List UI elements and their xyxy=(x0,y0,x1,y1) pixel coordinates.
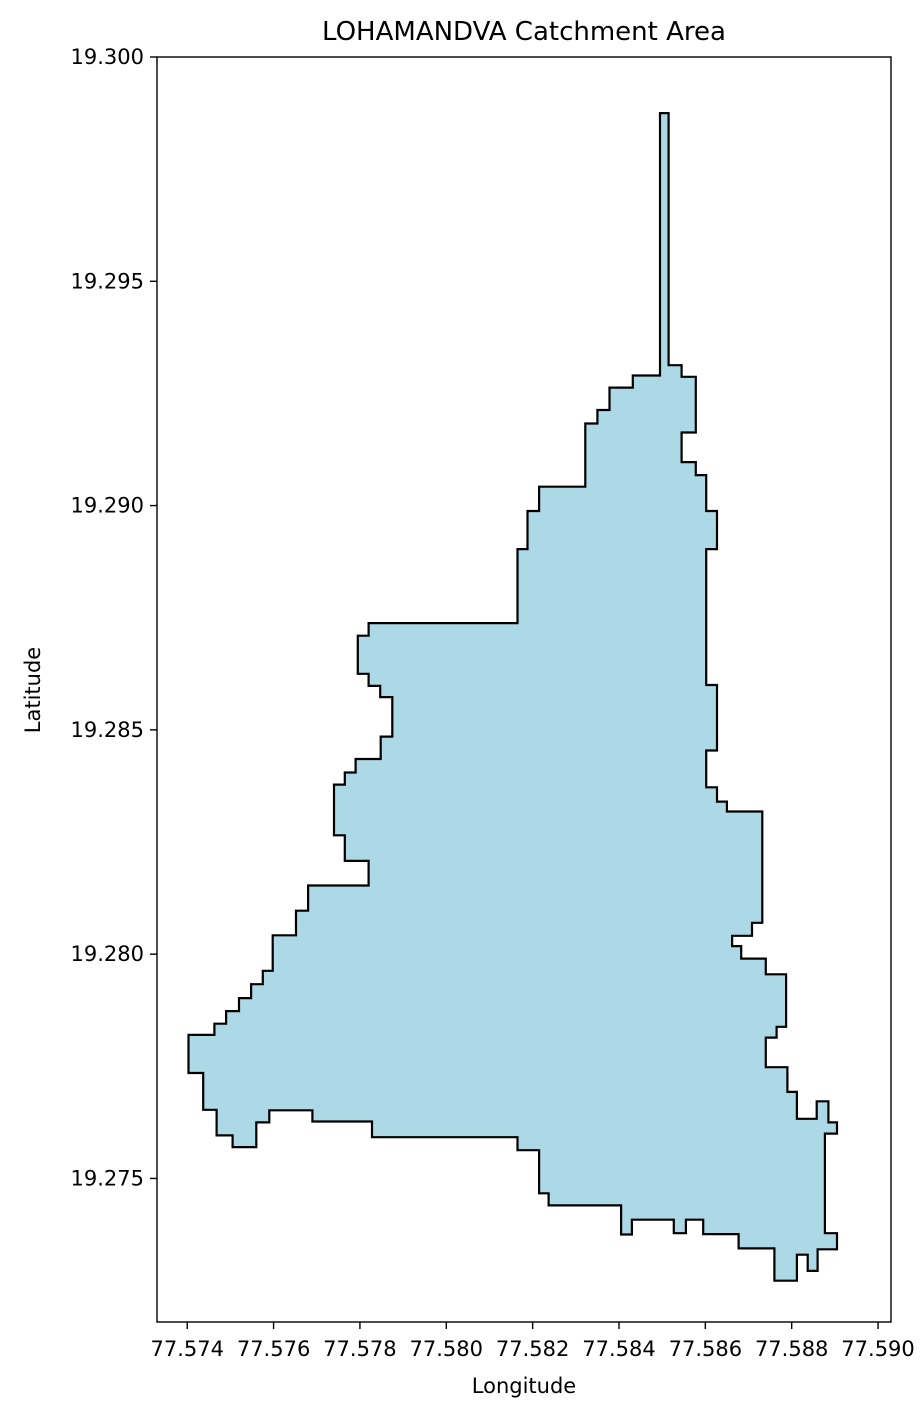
x-tick-label: 77.586 xyxy=(669,1337,742,1361)
x-tick-label: 77.576 xyxy=(237,1337,310,1361)
x-tick-label: 77.582 xyxy=(496,1337,569,1361)
y-axis-label: Latitude xyxy=(21,647,45,733)
axes-frame xyxy=(156,56,892,1323)
x-tick-label: 77.588 xyxy=(755,1337,828,1361)
plot-area xyxy=(156,56,892,1323)
x-tick-label: 77.580 xyxy=(410,1337,483,1361)
y-tick-label: 19.290 xyxy=(71,494,144,518)
x-axis: 77.574 77.576 77.578 77.580 77.582 77.584 77.5… xyxy=(150,1322,915,1361)
y-tick-label: 19.300 xyxy=(71,45,144,69)
y-tick-label: 19.275 xyxy=(71,1166,144,1190)
chart-title: LOHAMANDVA Catchment Area xyxy=(322,17,726,47)
y-tick-label: 19.295 xyxy=(71,269,144,293)
x-tick-label: 77.574 xyxy=(150,1337,223,1361)
catchment-polygon xyxy=(187,112,839,1282)
x-tick-label: 77.584 xyxy=(582,1337,655,1361)
y-tick-label: 19.280 xyxy=(71,942,144,966)
x-tick-label: 77.590 xyxy=(841,1337,914,1361)
x-axis-label: Longitude xyxy=(472,1374,576,1398)
y-tick-label: 19.285 xyxy=(71,718,144,742)
y-axis: 19.275 19.280 19.285 19.290 19.295 19.300 xyxy=(71,45,157,1190)
x-tick-label: 77.578 xyxy=(323,1337,396,1361)
